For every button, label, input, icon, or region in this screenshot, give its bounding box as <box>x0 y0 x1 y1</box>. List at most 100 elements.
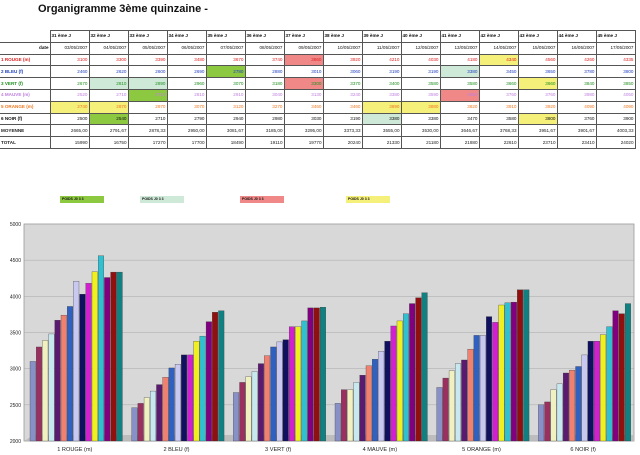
bar <box>442 377 449 442</box>
subject-row: 5 ORANGE (m) 2740 2870 2970 3070 3120 3270 3460… <box>0 100 636 114</box>
date-row-label: date <box>0 41 51 55</box>
subject-row-label: 3 VERT (f) <box>0 77 51 90</box>
subject-row-cell: 3760 <box>556 112 597 126</box>
moyenne-row-cell: 3951,67 <box>517 124 558 138</box>
subject-row-cell: 2520 <box>49 88 90 102</box>
subject-row-cell: 3850 <box>595 77 636 90</box>
bar <box>467 348 474 442</box>
total-row-cell: 15990 <box>49 136 90 149</box>
bar <box>334 403 341 442</box>
bar <box>276 341 283 442</box>
bar <box>587 341 594 442</box>
bar <box>544 401 551 442</box>
total-row-cell: 17270 <box>127 136 168 149</box>
bar <box>538 404 545 442</box>
bar <box>562 372 569 442</box>
moyenne-row-cell: 2950,00 <box>166 124 207 138</box>
bar <box>581 354 588 442</box>
bar <box>36 346 42 442</box>
bar <box>486 316 493 442</box>
subject-row-cell: 2500 <box>49 112 90 126</box>
subject-row-cell: 3370 <box>322 77 363 90</box>
total-row-cell: 21180 <box>400 136 441 149</box>
date-row-cell: 09/05/2007 <box>283 41 324 55</box>
bar <box>29 361 36 442</box>
bar <box>116 271 123 442</box>
day-header-row-cell: 39 ème J <box>361 30 402 43</box>
subject-row-cell: 3470 <box>439 112 480 126</box>
subject-row-cell: 3760 <box>478 88 519 102</box>
day-header-row-cell: 43 ème J <box>517 30 558 43</box>
total-row-cell: 19110 <box>244 136 285 149</box>
subject-row-cell: 3400 <box>361 77 402 90</box>
moyenne-row-cell: 3530,00 <box>400 124 441 138</box>
subject-row-cell: 3890 <box>361 100 402 114</box>
subject-row-cell: 2870 <box>88 100 129 114</box>
subject-row-cell: 3030 <box>283 112 324 126</box>
bar <box>569 369 576 442</box>
bar <box>131 407 138 442</box>
day-header-row-cell: 42 ème J <box>478 30 519 43</box>
bar <box>409 303 416 442</box>
bar <box>245 376 252 442</box>
subject-row-cell: 3300 <box>283 77 324 90</box>
bar <box>156 384 163 442</box>
day-header-row-cell: 40 ème J <box>400 30 441 43</box>
date-row-cell: 14/05/2007 <box>478 41 519 55</box>
subject-row-cell: 3920 <box>517 100 558 114</box>
subject-row-cell: 4030 <box>400 53 441 67</box>
subject-row-cell: 3580 <box>439 77 480 90</box>
subject-row-cell: 2670 <box>49 77 90 90</box>
total-row-cell: 21330 <box>361 136 402 149</box>
bar <box>365 365 372 442</box>
day-header-row-cell: 41 ème J <box>439 30 480 43</box>
date-row-cell: 07/05/2007 <box>205 41 246 55</box>
bar <box>359 375 366 442</box>
date-row-cell: 03/05/2007 <box>49 41 90 55</box>
subject-row-cell: 3660 <box>439 88 480 102</box>
x-tick-label: 2 BLEU (f) <box>163 447 189 453</box>
subject-row-cell: 2960 <box>166 77 207 90</box>
moyenne-row-cell: 2665,00 <box>49 124 90 138</box>
bar <box>205 321 212 442</box>
day-header-row-cell: 31 ème J <box>49 30 90 43</box>
subject-row-cell: 3840 <box>556 77 597 90</box>
subject-row-cell: 2710 <box>127 112 168 126</box>
subject-row-cell: 2810 <box>166 88 207 102</box>
day-header-row-cell: 33 ème J <box>127 30 168 43</box>
bar <box>212 312 219 442</box>
bar <box>504 302 511 442</box>
bar <box>60 314 67 442</box>
subject-row-cell: 4090 <box>556 100 597 114</box>
bar <box>239 382 246 442</box>
date-row-cell: 10/05/2007 <box>322 41 363 55</box>
bar <box>421 292 428 442</box>
subject-row-label: 6 NOIR (f) <box>0 112 51 126</box>
subject-row-cell: 2620 <box>88 65 129 79</box>
subject-row-cell: 3270 <box>244 100 285 114</box>
x-tick-label: 1 ROUGE (m) <box>57 447 92 453</box>
bar <box>193 341 200 442</box>
date-row-cell: 17/05/2007 <box>595 41 636 55</box>
bar <box>390 325 397 442</box>
subject-row-cell: 3010 <box>283 65 324 79</box>
subject-row-cell: 3880 <box>400 100 441 114</box>
subject-row-cell: 3450 <box>478 65 519 79</box>
subject-row-cell: 2460 <box>49 65 90 79</box>
bar <box>168 367 175 442</box>
day-header-row-cell: 45 ème J <box>595 30 636 43</box>
bar <box>301 320 308 442</box>
subject-row: 2 BLEU (f) 2460 2620 2600 2690 2780 2880 3010 30… <box>0 65 636 79</box>
bar <box>42 340 49 442</box>
subject-row-cell: 3480 <box>166 53 207 67</box>
subject-row-cell: 2540 <box>88 112 129 126</box>
weight-bar-chart: 2000 2500 3000 3500 4000 4500 5000 1 ROUGE (m) 2… <box>10 222 635 453</box>
bar <box>181 354 188 442</box>
subject-row-cell: 3100 <box>49 53 90 67</box>
subject-row-cell: 4210 <box>361 53 402 67</box>
y-tick-label: 5000 <box>10 222 21 228</box>
date-row-cell: 04/05/2007 <box>88 41 129 55</box>
subject-row: 3 VERT (f) 2670 2810 2890 2960 3070 3180 3300 33… <box>0 77 636 90</box>
bar <box>461 359 468 442</box>
subject-row-cell: 3590 <box>400 88 441 102</box>
